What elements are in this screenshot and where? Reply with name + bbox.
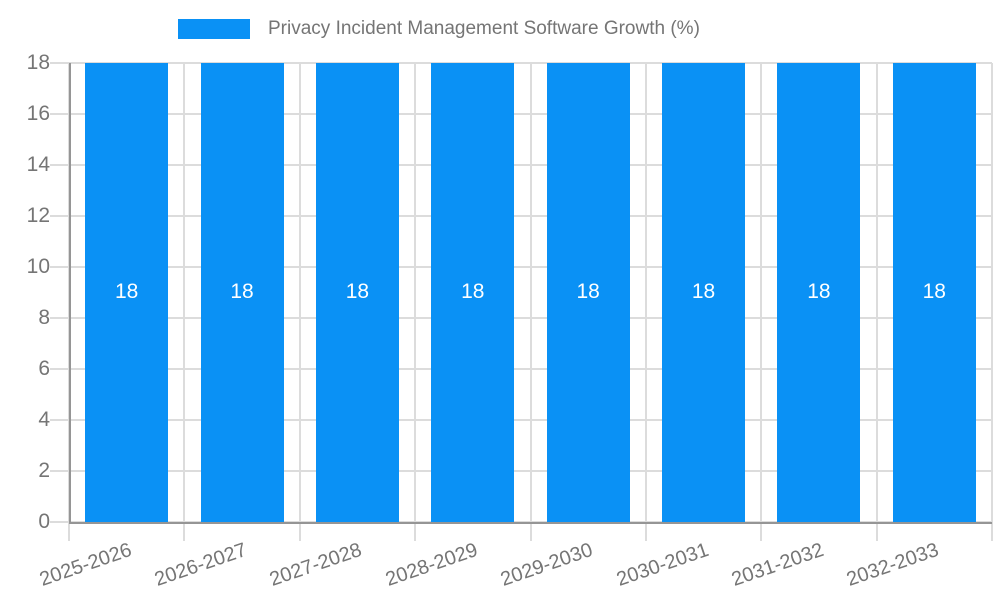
bar-2029-2030: 18 [546, 63, 630, 522]
legend-swatch [178, 19, 250, 39]
y-gridline [50, 317, 992, 319]
bar-2030-2031: 18 [662, 63, 746, 522]
x-gridline [414, 63, 417, 541]
x-axis-line [69, 522, 992, 524]
y-gridline [50, 419, 992, 421]
x-gridline [644, 63, 647, 541]
y-gridline [50, 266, 992, 268]
y-tick-label: 2 [38, 459, 50, 482]
y-tick-label: 8 [38, 306, 50, 329]
y-tick-label: 12 [26, 204, 50, 227]
x-gridline [183, 63, 186, 541]
y-tick-label: 18 [26, 51, 50, 74]
y-gridline [50, 215, 992, 217]
y-tick-label: 0 [38, 510, 50, 533]
x-gridline [529, 63, 532, 541]
y-gridline [50, 62, 992, 64]
y-tick-label: 16 [26, 102, 50, 125]
legend-label: Privacy Incident Management Software Gro… [268, 18, 700, 39]
bar-2026-2027: 18 [200, 63, 284, 522]
y-gridline [50, 368, 992, 370]
bar-value-label: 18 [115, 279, 139, 303]
x-gridline [298, 63, 301, 541]
bar-2032-2033: 18 [892, 63, 976, 522]
bar-value-label: 18 [230, 279, 254, 303]
y-tick-label: 6 [38, 357, 50, 380]
y-tick-label: 4 [38, 408, 50, 431]
plot-area: 0 2 4 6 8 10 12 14 16 18 18 2025-2026 18 2026-2027 18 2… [27, 51, 993, 591]
bar-value-label: 18 [461, 279, 485, 303]
bar-value-label: 18 [691, 279, 716, 303]
y-axis-line [69, 63, 71, 522]
bar-value-label: 18 [345, 279, 370, 303]
x-gridline [991, 63, 993, 541]
bar-2028-2029: 18 [431, 63, 515, 522]
bar-value-label: 18 [807, 279, 831, 303]
x-gridline [875, 63, 878, 541]
bar-2025-2026: 18 [85, 63, 169, 522]
y-tick-label: 10 [26, 255, 50, 278]
bar-2031-2032: 18 [777, 63, 861, 522]
bar-value-label: 18 [576, 279, 600, 303]
x-gridline [760, 63, 763, 541]
y-gridline [50, 470, 992, 472]
y-gridline [50, 113, 992, 115]
y-tick-label: 14 [26, 153, 50, 176]
bar-value-label: 18 [922, 279, 946, 303]
chart-legend: Privacy Incident Management Software Gro… [178, 18, 700, 40]
bar-2027-2028: 18 [315, 63, 399, 522]
y-gridline [50, 164, 992, 166]
